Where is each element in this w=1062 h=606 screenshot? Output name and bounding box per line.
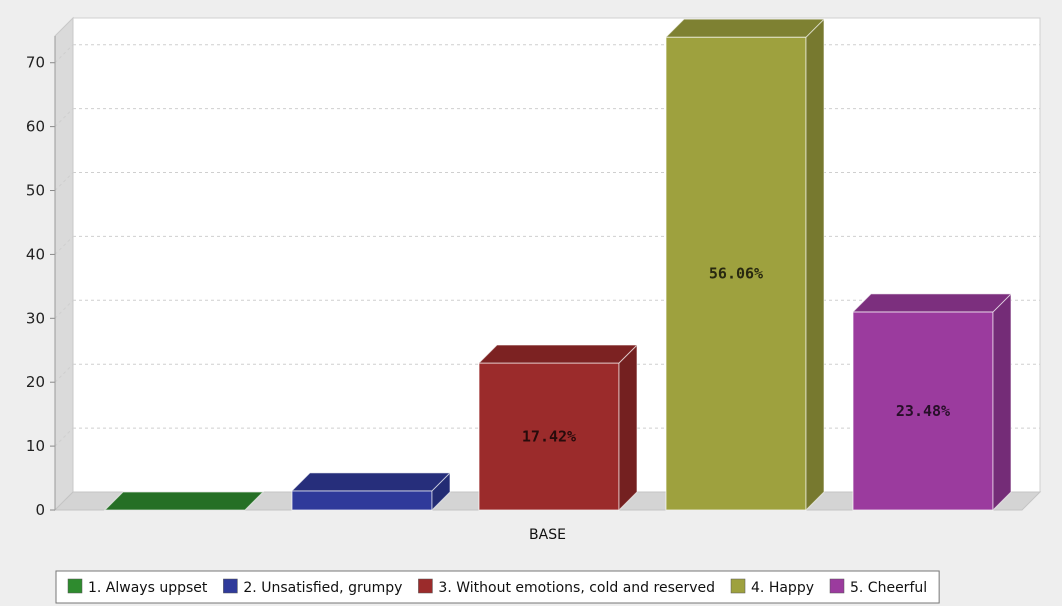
gridline-side	[54, 299, 74, 319]
gridline-side	[54, 44, 74, 64]
bars: 17.42% 56.06% 23.48%	[103, 17, 1013, 512]
y-tick-label: 30	[26, 309, 45, 327]
gridline-side	[54, 427, 74, 447]
bar-top	[103, 491, 265, 511]
legend-item: 4. Happy	[730, 578, 814, 596]
legend-label: 2. Unsatisfied, grumpy	[243, 580, 402, 596]
bar-front	[291, 490, 433, 511]
gridline-side	[54, 363, 74, 383]
bar-side	[618, 343, 638, 512]
gridline-side	[54, 172, 74, 191]
plot-side-wall	[54, 16, 74, 512]
gridline-side	[54, 108, 74, 127]
x-category-label: BASE	[529, 527, 566, 543]
bar-top	[477, 344, 639, 364]
legend-item: 2. Unsatisfied, grumpy	[223, 578, 402, 596]
y-tick-label: 60	[26, 118, 45, 136]
legend-swatch	[223, 578, 238, 594]
bar	[103, 491, 265, 511]
bar-front	[478, 362, 620, 511]
legend-label: 5. Cheerful	[850, 580, 927, 596]
legend-label: 1. Always uppset	[88, 580, 208, 596]
legend-label: 4. Happy	[751, 580, 814, 596]
x-axis: BASE	[529, 527, 566, 543]
bar-data-label: 17.42%	[522, 428, 576, 446]
bar-top	[851, 293, 1013, 313]
bar: 56.06%	[664, 17, 826, 512]
y-tick-label: 70	[26, 54, 45, 72]
legend-swatch	[67, 578, 83, 594]
bar-data-label: 23.48%	[896, 402, 950, 420]
y-axis: 0 10 20 30 40 50 60 70	[26, 36, 56, 519]
legend-label: 3. Without emotions, cold and reserved	[438, 580, 715, 596]
bar-data-label: 56.06%	[709, 265, 763, 283]
y-tick-label: 20	[26, 373, 45, 391]
bar	[290, 471, 452, 512]
legend-swatch	[730, 578, 746, 594]
y-tick-label: 10	[26, 437, 45, 455]
bar-side	[805, 17, 825, 512]
bar: 17.42%	[477, 343, 639, 512]
bar-top	[664, 18, 826, 38]
bar-front	[665, 36, 807, 511]
legend-item: 5. Cheerful	[829, 578, 927, 596]
y-tick-label: 50	[26, 182, 45, 200]
legend-swatch	[829, 578, 845, 594]
bar: 23.48%	[851, 292, 1013, 512]
legend-box	[55, 570, 940, 604]
y-tick-label: 0	[35, 501, 45, 519]
bar-side	[992, 292, 1012, 512]
bar-top	[290, 472, 452, 492]
gridline-side	[54, 236, 74, 255]
legend-swatch	[418, 578, 433, 594]
legend-item: 3. Without emotions, cold and reserved	[418, 578, 715, 596]
y-tick-label: 40	[26, 245, 45, 263]
legend-item: 1. Always uppset	[67, 578, 208, 596]
legend: 1. Always uppset 2. Unsatisfied, grumpy 3.…	[55, 570, 940, 604]
